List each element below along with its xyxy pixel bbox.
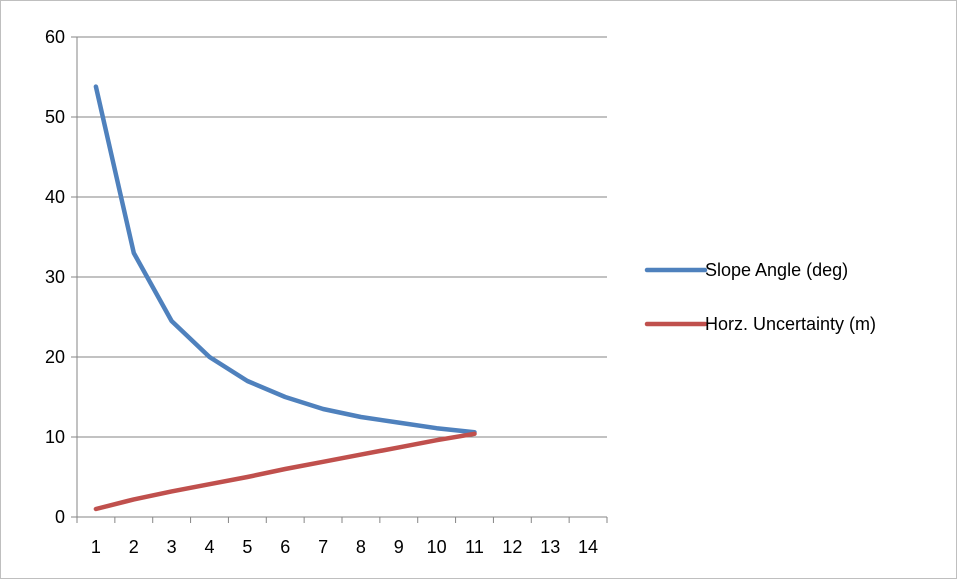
x-tick-label: 5 [242, 537, 252, 557]
axes [71, 36, 608, 523]
x-tick-label: 4 [204, 537, 214, 557]
series-lines [93, 84, 477, 512]
y-tick-label: 50 [45, 107, 65, 127]
y-tick-label: 0 [55, 507, 65, 527]
legend-label-1: Slope Angle (deg) [705, 260, 848, 280]
y-tick-labels: 0 10 20 30 40 50 60 [45, 27, 65, 527]
x-tick-label: 8 [356, 537, 366, 557]
x-tick-label: 11 [465, 537, 484, 557]
x-tick-label: 7 [318, 537, 328, 557]
gridlines [77, 36, 607, 438]
x-tick-label: 9 [394, 537, 404, 557]
y-tick-label: 60 [45, 27, 65, 47]
x-tick-label: 1 [91, 537, 101, 557]
y-tick-label: 40 [45, 187, 65, 207]
y-tick-label: 10 [45, 427, 65, 447]
y-tick-label: 20 [45, 347, 65, 367]
x-tick-label: 14 [578, 537, 598, 557]
x-tick-label: 10 [427, 537, 447, 557]
legend-label-2: Horz. Uncertainty (m) [705, 314, 876, 334]
series-line-2 [93, 431, 477, 512]
x-tick-label: 13 [540, 537, 560, 557]
x-tick-label: 6 [280, 537, 290, 557]
x-tick-label: 2 [129, 537, 139, 557]
x-tick-labels: 1 2 3 4 5 6 7 8 9 10 11 12 13 14 [91, 537, 598, 557]
series-line-1 [93, 84, 477, 435]
legend: Slope Angle (deg) Horz. Uncertainty (m) [644, 260, 876, 334]
y-tick-label: 30 [45, 267, 65, 287]
x-tick-label: 3 [167, 537, 177, 557]
x-tick-label: 12 [502, 537, 522, 557]
